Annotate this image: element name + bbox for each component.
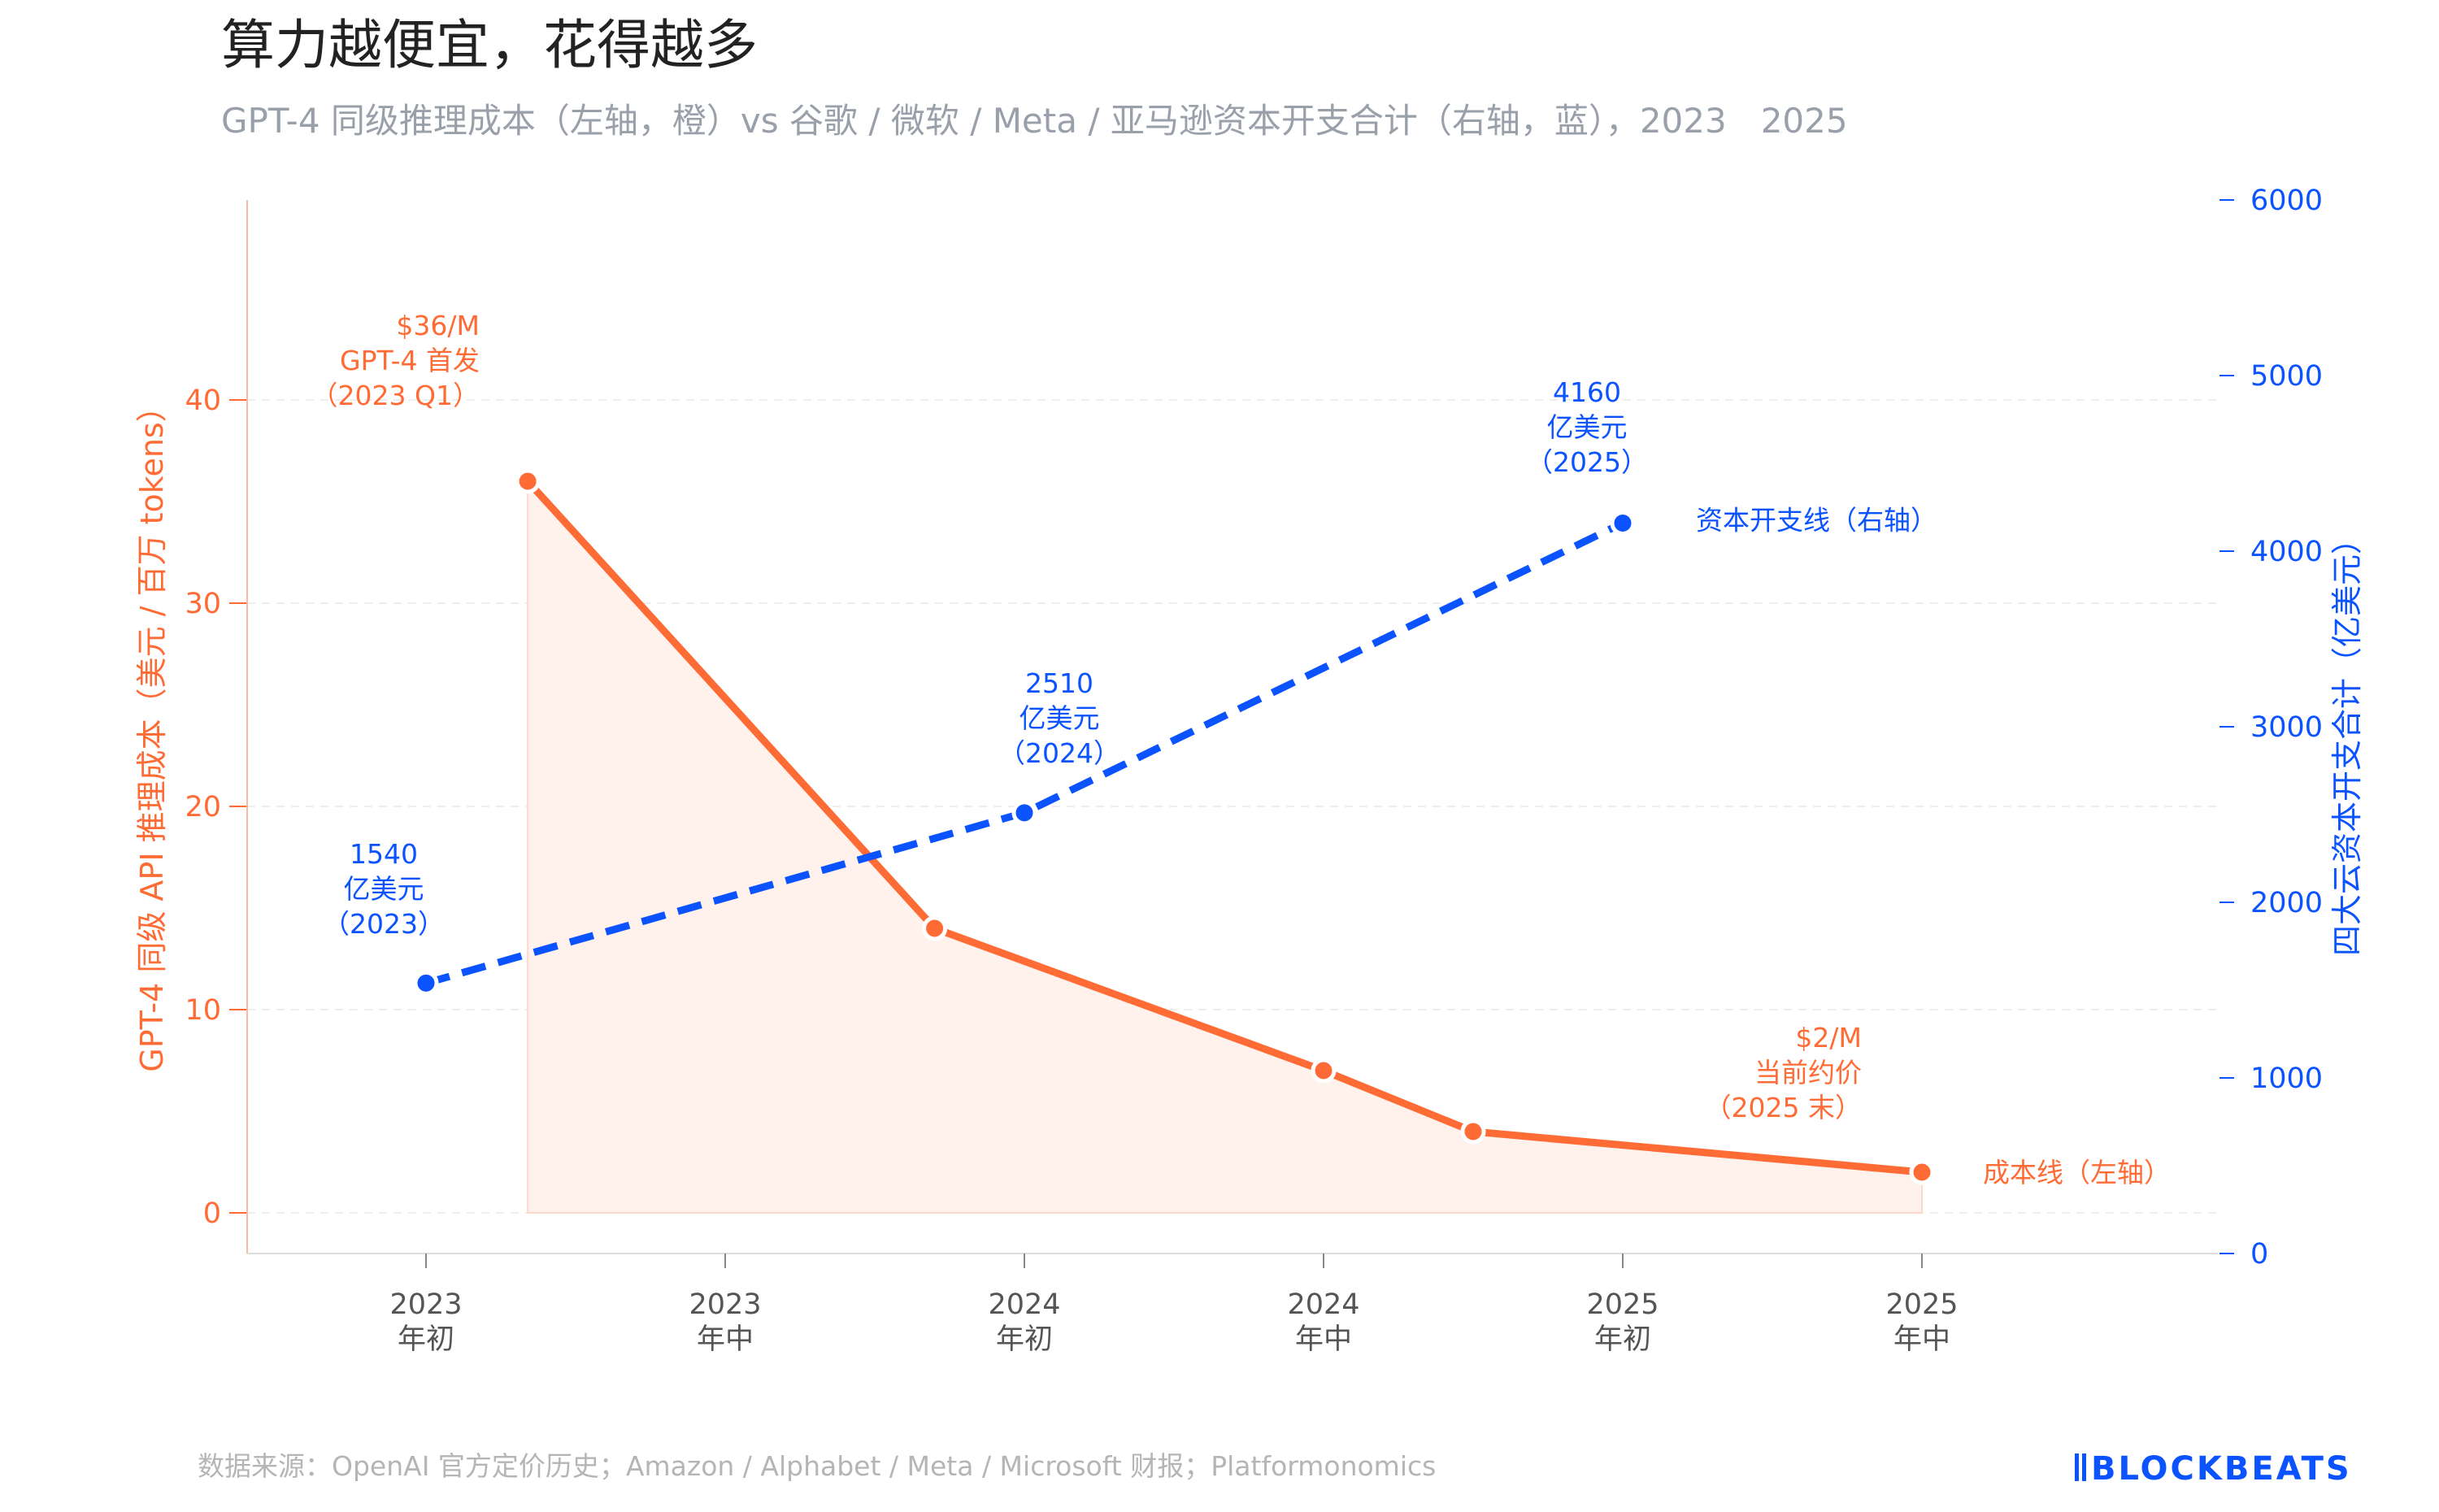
source-note: 数据来源：OpenAI 官方定价历史；Amazon / Alphabet / M…: [198, 1450, 1436, 1482]
x-tick-year: 2023: [389, 1288, 462, 1321]
cost-series-label: 成本线（左轴）: [1983, 1157, 2171, 1188]
right-tick-label: 3000: [2250, 711, 2323, 744]
capex-series-label: 资本开支线（右轴）: [1696, 504, 1937, 536]
right-axis-label: 四大云资本开支合计（亿美元）: [2329, 524, 2365, 956]
cost-point: [1460, 1119, 1486, 1145]
right-tick-label: 5000: [2250, 360, 2323, 393]
x-tick-label: 年初: [1594, 1323, 1651, 1356]
annotation-line: （2025 末）: [1705, 1092, 1862, 1123]
annotation-line: 亿美元: [1020, 702, 1100, 734]
left-tick-label: 10: [185, 994, 221, 1027]
blockbeats-logo: BLOCKBEATS: [2075, 1450, 2352, 1488]
annotation-line: GPT-4 首发: [340, 345, 480, 376]
annotation-line: $36/M: [396, 310, 480, 341]
x-tick-year: 2025: [1586, 1288, 1659, 1321]
left-axis-label: GPT-4 同级 API 推理成本（美元 / 百万 tokens）: [134, 391, 170, 1071]
annotation-line: 亿美元: [344, 873, 424, 905]
axes: 01020304001000200030004000500060002023年初…: [185, 185, 2323, 1356]
x-tick-label: 年中: [697, 1323, 754, 1356]
chart-title: 算力越便宜，花得越多: [221, 14, 758, 76]
x-tick-year: 2024: [988, 1288, 1060, 1321]
right-tick-label: 4000: [2250, 536, 2323, 568]
x-tick-label: 年中: [1893, 1323, 1950, 1356]
x-tick-label: 年初: [996, 1323, 1053, 1356]
left-tick-label: 30: [185, 588, 221, 620]
annotation-line: 亿美元: [1547, 411, 1628, 443]
annotation-line: 1540: [350, 838, 418, 870]
cost-point: [1909, 1159, 1935, 1185]
annotation-line: （2024）: [998, 737, 1120, 769]
right-tick-label: 0: [2250, 1238, 2268, 1271]
cost-point: [922, 915, 948, 941]
logo-text: BLOCKBEATS: [2091, 1450, 2352, 1488]
chart-subtitle: GPT-4 同级推理成本（左轴，橙）vs 谷歌 / 微软 / Meta / 亚马…: [221, 101, 1848, 141]
annotation-line: 当前约价: [1754, 1057, 1862, 1088]
capex-point: [413, 970, 439, 996]
x-tick-label: 年中: [1295, 1323, 1352, 1356]
annotation-line: （2025）: [1526, 446, 1648, 478]
cost-point: [1311, 1058, 1337, 1084]
left-tick-label: 40: [185, 385, 221, 417]
annotation-line: 4160: [1553, 376, 1621, 408]
left-tick-label: 20: [185, 791, 221, 823]
right-tick-label: 6000: [2250, 185, 2323, 217]
right-tick-label: 2000: [2250, 887, 2323, 919]
series: 成本线（左轴） 资本开支线（右轴）: [413, 468, 2171, 1214]
right-tick-label: 1000: [2250, 1062, 2323, 1095]
capex-point: [1011, 800, 1037, 826]
cost-point: [515, 468, 541, 494]
x-tick-year: 2024: [1287, 1288, 1359, 1321]
annotation-line: $2/M: [1795, 1022, 1862, 1054]
x-tick-label: 年初: [398, 1323, 454, 1356]
capex-point: [1610, 510, 1636, 536]
x-tick-year: 2023: [689, 1288, 761, 1321]
annotation-line: （2023 Q1）: [311, 380, 480, 411]
left-tick-label: 0: [203, 1197, 221, 1230]
x-tick-year: 2025: [1885, 1288, 1958, 1321]
annotation-line: 2510: [1025, 667, 1093, 699]
annotation-line: （2023）: [323, 908, 445, 940]
